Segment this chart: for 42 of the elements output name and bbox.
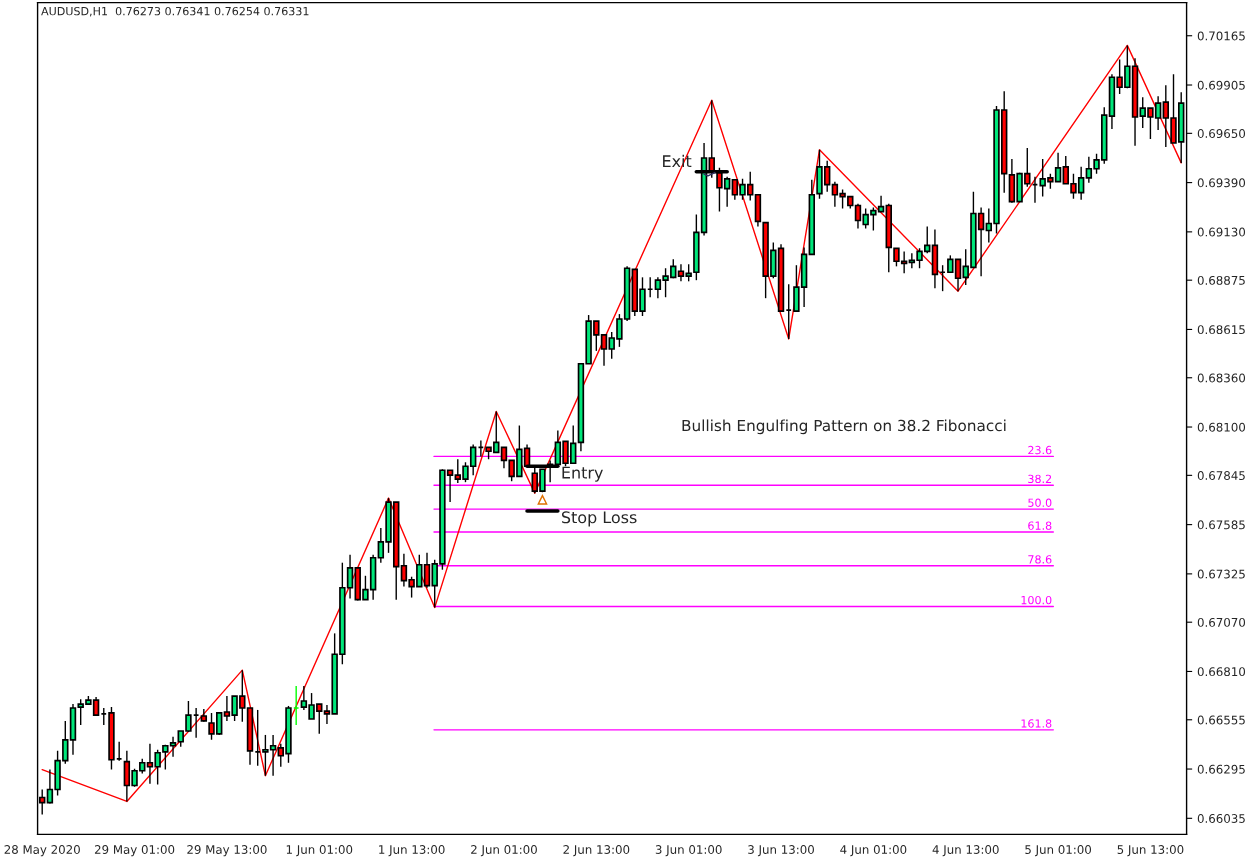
series-label: Stop Loss	[561, 511, 637, 527]
x-tick-label: 1 Jun 01:00	[286, 845, 353, 857]
y-tick-label: 0.69130	[1197, 227, 1246, 237]
annotation: 23.6	[1028, 445, 1052, 455]
x-tick-label: 29 May 13:00	[187, 845, 267, 857]
x-tick-label: 5 Jun 01:00	[1025, 845, 1092, 857]
annotation: 100.0	[1021, 595, 1052, 605]
x-tick-label: 4 Jun 13:00	[932, 845, 999, 857]
x-tick-label: 2 Jun 01:00	[471, 845, 537, 857]
annotation: 50.0	[1028, 498, 1052, 507]
annotation: 61.8	[1028, 521, 1052, 530]
y-tick-label: 0.66810	[1197, 667, 1246, 677]
y-tick-label: 0.67325	[1197, 569, 1245, 579]
y-tick-label: 0.69650	[1197, 129, 1246, 138]
series-label: Entry	[562, 466, 603, 482]
x-tick-label: 1 Jun 13:00	[379, 845, 445, 857]
y-tick-label: 0.67845	[1197, 471, 1245, 480]
y-tick-label: 0.68615	[1197, 325, 1245, 335]
y-tick-label: 0.68875	[1197, 275, 1245, 285]
y-tick-label: 0.70165	[1197, 31, 1245, 41]
x-tick-label: 29 May 01:00	[94, 845, 175, 857]
x-tick-label: 3 Jun 01:00	[655, 845, 722, 857]
y-tick-label: 0.69905	[1197, 80, 1245, 90]
y-tick-label: 0.68360	[1197, 373, 1246, 383]
y-tick-label: 0.69390	[1197, 178, 1246, 188]
annotation: Bullish Engulfing Pattern on 38.2 Fibonacci	[682, 419, 1006, 435]
x-tick-label: 2 Jun 13:00	[563, 845, 630, 857]
annotation: 78.6	[1028, 555, 1052, 564]
annotation: 161.8	[1021, 719, 1052, 728]
x-tick-label: 3 Jun 13:00	[748, 845, 814, 857]
y-tick-label: 0.66035	[1197, 814, 1245, 823]
y-tick-label: 0.66295	[1197, 764, 1245, 774]
x-tick-label: 4 Jun 01:00	[840, 845, 907, 857]
annotation: 38.2	[1028, 474, 1052, 484]
y-tick-label: 0.67070	[1197, 617, 1246, 627]
x-tick-label: 28 May 2020	[4, 845, 80, 857]
chart-title: AUDUSD,H1 0.76273 0.76341 0.76254 0.76331	[41, 6, 309, 17]
y-tick-label: 0.67585	[1197, 520, 1245, 530]
y-tick-label: 0.68100	[1197, 422, 1246, 432]
y-tick-label: 0.66555	[1197, 715, 1245, 725]
x-tick-label: 5 Jun 13:00	[1117, 845, 1184, 857]
line-series	[41, 44, 1182, 803]
